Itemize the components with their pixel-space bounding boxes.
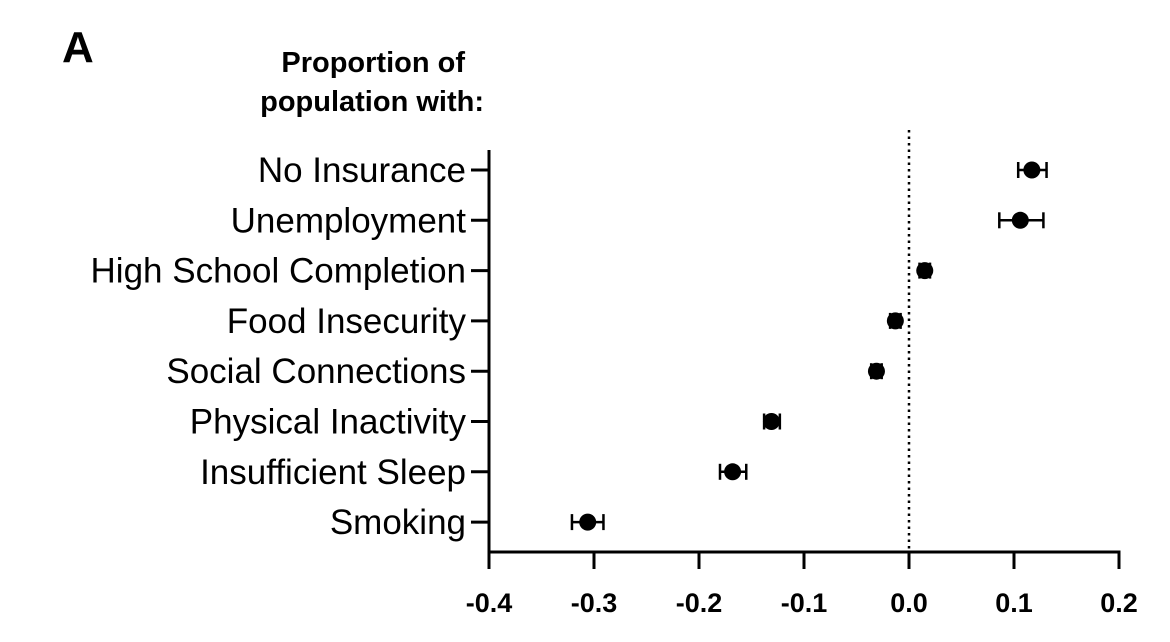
data-point (762, 413, 780, 430)
data-point-group (762, 413, 782, 430)
axes (471, 150, 1121, 554)
category-label: No Insurance (258, 151, 466, 190)
x-tick-label: 0.0 (890, 588, 928, 618)
x-axis-ticks: -0.4 -0.3 -0.2 -0.1 0.0 0.1 0.2 (466, 552, 1138, 618)
data-point-group (718, 463, 748, 481)
data-point-group (570, 513, 605, 531)
data-point-group (916, 262, 934, 280)
data-point-group (998, 211, 1045, 229)
category-label: Insufficient Sleep (200, 453, 466, 492)
category-labels: No Insurance Unemployment High School Comp… (91, 151, 467, 542)
data-point (916, 262, 934, 280)
data-point (1023, 161, 1041, 179)
data-point (867, 362, 885, 380)
heading-line-1: Proportion of (281, 47, 465, 79)
x-tick-label: -0.4 (466, 588, 513, 618)
data-point-group (867, 362, 885, 380)
x-tick-label: -0.2 (676, 588, 723, 618)
data-point (724, 463, 742, 481)
x-tick-label: -0.1 (781, 588, 828, 618)
category-label: Social Connections (166, 352, 466, 391)
data-point (579, 513, 597, 531)
panel-label: A (62, 23, 94, 72)
category-label: Physical Inactivity (190, 403, 467, 442)
data-point-group (1016, 161, 1048, 179)
x-tick-label: -0.3 (571, 588, 618, 618)
data-point (886, 312, 904, 330)
category-label: High School Completion (91, 252, 466, 291)
heading-line-2: population with: (260, 86, 484, 118)
x-tick-label: 0.1 (995, 588, 1033, 618)
data-point-group (886, 312, 904, 330)
data-point (1011, 211, 1029, 229)
category-label: Food Insecurity (227, 302, 467, 341)
category-label: Unemployment (231, 201, 467, 240)
data-points (570, 161, 1048, 531)
x-tick-label: 0.2 (1100, 588, 1138, 618)
category-label: Smoking (330, 503, 466, 542)
